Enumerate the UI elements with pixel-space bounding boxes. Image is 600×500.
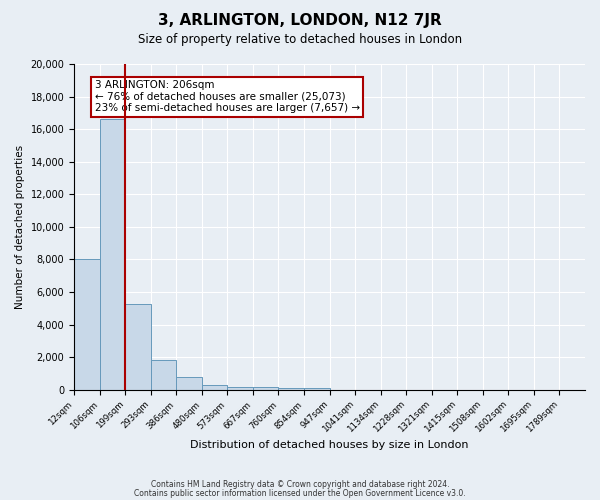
- Bar: [253, 388, 278, 390]
- Bar: [100, 120, 125, 390]
- Text: Contains public sector information licensed under the Open Government Licence v3: Contains public sector information licen…: [134, 488, 466, 498]
- Bar: [202, 385, 227, 390]
- Bar: [304, 388, 329, 390]
- Text: Contains HM Land Registry data © Crown copyright and database right 2024.: Contains HM Land Registry data © Crown c…: [151, 480, 449, 489]
- Bar: [125, 304, 151, 390]
- Bar: [176, 377, 202, 390]
- Bar: [278, 388, 304, 390]
- Y-axis label: Number of detached properties: Number of detached properties: [15, 145, 25, 309]
- Text: Size of property relative to detached houses in London: Size of property relative to detached ho…: [138, 32, 462, 46]
- Text: 3 ARLINGTON: 206sqm
← 76% of detached houses are smaller (25,073)
23% of semi-de: 3 ARLINGTON: 206sqm ← 76% of detached ho…: [95, 80, 360, 114]
- Bar: [227, 386, 253, 390]
- X-axis label: Distribution of detached houses by size in London: Distribution of detached houses by size …: [190, 440, 469, 450]
- Bar: [151, 360, 176, 390]
- Text: 3, ARLINGTON, LONDON, N12 7JR: 3, ARLINGTON, LONDON, N12 7JR: [158, 12, 442, 28]
- Bar: [74, 258, 100, 390]
